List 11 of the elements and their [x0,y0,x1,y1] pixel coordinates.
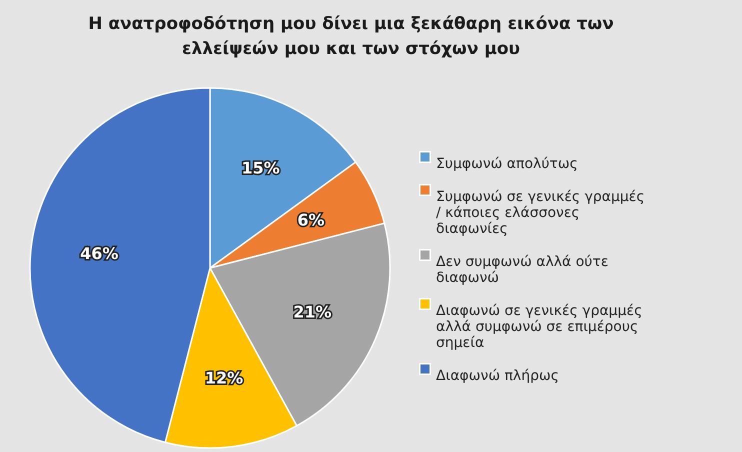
legend-label: Συμφωνώ σε γενικές γραμμές / κάποιες ελάσσονες διαφωνίες [436,189,645,237]
legend-label: Διαφωνώ σε γενικές γραμμές αλλά συμφωνώ σε επιμέρους σημεία [436,303,642,351]
legend-label: Συμφωνώ απολύτως [436,156,578,172]
data-label: 21% [293,302,332,322]
data-label: 12% [204,368,244,388]
data-label: 46% [80,244,118,264]
chart-title: Η ανατροφοδότηση μου δίνει μια ξεκάθαρη εικόνα των ελλείψεών μου και των στόχων μου [88,14,614,59]
legend-label: Δεν συμφωνώ αλλά ούτε διαφωνώ [436,254,608,286]
data-label: 15% [242,158,280,178]
legend-label: Διαφωνώ πλήρως [436,368,559,384]
data-label: 6% [297,210,325,230]
